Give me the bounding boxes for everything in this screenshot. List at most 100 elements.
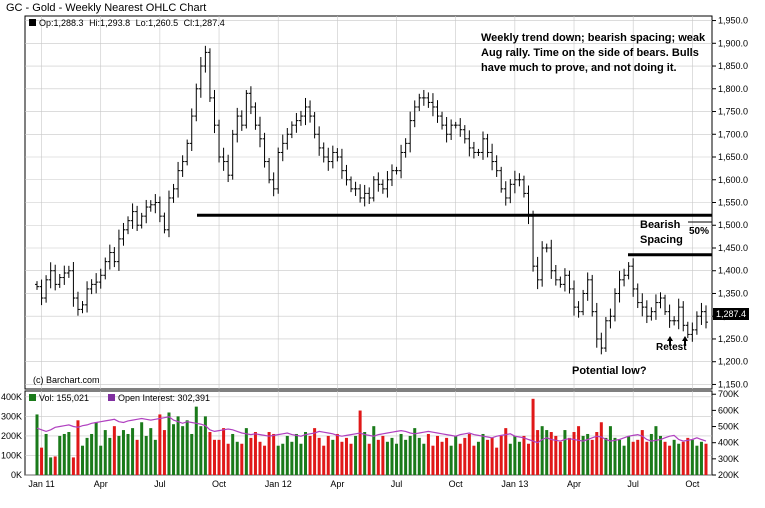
ohlc-bar [66, 265, 71, 278]
x-tick-label: Jan 13 [501, 479, 528, 489]
volume-bar [249, 437, 253, 475]
volume-bar [504, 428, 508, 475]
ohlc-bar [704, 305, 708, 329]
volume-bar [431, 445, 435, 475]
ohlc-bar [440, 111, 445, 130]
volume-bar [253, 432, 257, 475]
ohlc-bar [394, 166, 399, 175]
ohlc-bar [349, 176, 354, 193]
ohlc-bar [590, 274, 595, 317]
volume-bar [499, 435, 503, 475]
volume-bar [217, 439, 221, 475]
ohlc-bar [180, 155, 185, 177]
ohlc-bar [481, 131, 485, 160]
price-y-axis: 1,150.01,200.01,250.01,300.01,350.01,400… [712, 16, 748, 389]
oi-legend-swatch [108, 394, 115, 401]
ohlc-bar [98, 268, 103, 289]
volume-bar [531, 398, 535, 475]
open-interest-right-axis: 700K 600K 500K 400K 300K 200K [712, 389, 739, 480]
ohlc-bar [462, 125, 467, 144]
volume-bar [435, 435, 439, 475]
volume-legend-swatch [29, 394, 36, 401]
ohlc-bar [644, 300, 649, 324]
ohlc-bar [399, 144, 404, 179]
x-tick-label: Jul [627, 479, 639, 489]
volume-bar [695, 445, 699, 475]
x-tick-label: Oct [685, 479, 700, 489]
volume-bar [149, 428, 153, 475]
volume-bar [549, 432, 553, 475]
ohlc-bar [603, 316, 608, 352]
volume-legend: Vol: 155,021 [39, 393, 89, 403]
volume-bar [354, 435, 358, 475]
ohlc-bar [672, 316, 677, 326]
volume-bar [527, 443, 531, 475]
ohlc-bar [103, 257, 108, 280]
volume-bar [103, 430, 107, 475]
volume-bar [349, 443, 353, 475]
volume-bar [372, 426, 376, 475]
volume-bar [126, 433, 130, 475]
volume-bar [258, 441, 262, 475]
volume-bar [35, 414, 39, 475]
volume-bar [672, 439, 676, 475]
volume-bar [53, 456, 57, 475]
ohlc-bar [280, 134, 285, 162]
volume-bar [335, 433, 339, 475]
volume-bar [358, 410, 362, 475]
x-tick-label: Apr [94, 479, 108, 489]
y-tick-label: 1,450.0 [718, 243, 748, 253]
volume-bar [121, 430, 125, 475]
comment-box: Weekly trend down; bearish spacing; weak… [481, 32, 705, 74]
ohlc-bar [57, 274, 62, 288]
y-tick-label: 1,350.0 [718, 288, 748, 298]
volume-bar [172, 424, 176, 475]
ohlc-bar [53, 264, 58, 291]
volume-bar [686, 437, 690, 475]
volume-bar [622, 445, 626, 475]
ohlc-bar [207, 48, 212, 102]
volume-bar [595, 432, 599, 475]
volume-bar [486, 439, 490, 475]
volume-bar [413, 428, 417, 475]
ohlc-bar [221, 147, 226, 171]
ohlc-bar [217, 119, 222, 163]
volume-bar [363, 432, 367, 475]
volume-bar [85, 437, 89, 475]
volume-bar [704, 443, 708, 475]
volume-bar [567, 437, 571, 475]
volume-bar [463, 437, 467, 475]
ohlc-bar [35, 281, 39, 290]
ohlc-bar [358, 184, 363, 203]
ohlc-bar [417, 93, 422, 112]
ohlc-bar [676, 298, 681, 330]
volume-bar [618, 439, 622, 475]
volume-left-tick-label: 200K [1, 431, 22, 441]
volume-bar [376, 439, 380, 475]
volume-bar [62, 433, 66, 475]
ohlc-bar [262, 132, 267, 168]
volume-bar [108, 437, 112, 475]
ohlc-bar [203, 45, 208, 73]
price-grid [25, 16, 712, 389]
ohlc-bar [239, 110, 244, 131]
ohlc-bar [608, 308, 613, 329]
volume-bar [481, 433, 485, 475]
volume-bar [203, 416, 207, 475]
x-tick-label: Apr [330, 479, 344, 489]
ohlc-bar [371, 176, 376, 202]
volume-bar [649, 433, 653, 475]
ohlc-bar [458, 118, 463, 137]
ohlc-bar [80, 301, 85, 314]
ohlc-bar [508, 179, 513, 204]
volume-bar [231, 433, 235, 475]
volume-bar [167, 412, 171, 475]
ohlc-bar [699, 302, 704, 325]
ohlc-bar [62, 265, 67, 285]
ohlc-bar [544, 243, 549, 253]
volume-bar [458, 443, 462, 475]
bearish-spacing-box: Bearish Spacing [640, 219, 683, 246]
volume-bar [267, 432, 271, 475]
volume-bar [613, 437, 617, 475]
y-tick-label: 1,900.0 [718, 38, 748, 48]
